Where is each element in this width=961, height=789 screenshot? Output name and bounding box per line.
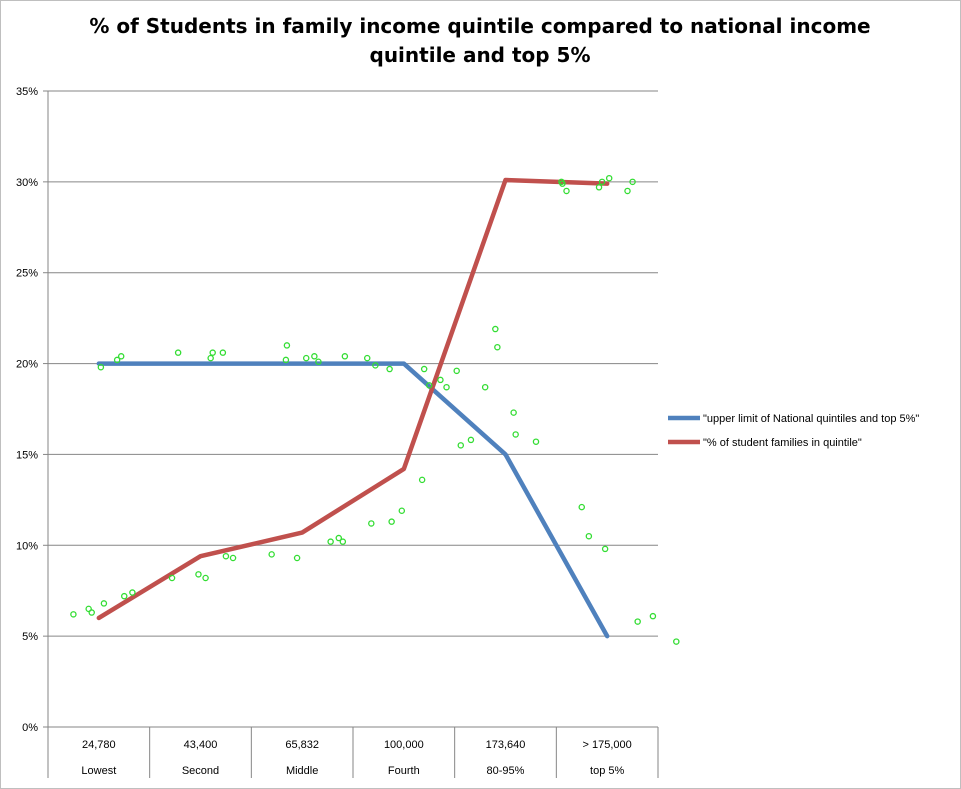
scatter-point: [532, 438, 540, 445]
scatter-point: [363, 354, 371, 362]
y-tick-label: 5%: [22, 631, 38, 643]
legend-label: "% of student families in quintile": [703, 437, 862, 449]
scatter-point: [202, 574, 209, 582]
x-tick-label-name: Middle: [286, 765, 318, 777]
scatter-point: [388, 518, 395, 525]
scatter-point: [398, 507, 406, 515]
scatter-point: [624, 187, 631, 195]
series-line-student-families: [96, 177, 610, 621]
scatter-point: [70, 611, 77, 618]
y-tick-label: 20%: [16, 359, 38, 371]
x-tick-label-name: Second: [182, 765, 219, 777]
scatter-point: [168, 574, 176, 582]
scatter-point: [113, 356, 121, 364]
scatter-point: [293, 554, 301, 562]
scatter-point: [302, 354, 310, 362]
scatter-point: [601, 545, 609, 553]
x-tick-label-name: 80-95%: [487, 765, 525, 777]
scatter-point: [121, 592, 128, 600]
scatter-point: [425, 382, 433, 389]
scatter-point: [634, 618, 641, 625]
scatter-point: [88, 609, 95, 616]
y-tick-label: 25%: [16, 268, 38, 280]
x-tick-label-value: 43,400: [184, 739, 218, 751]
scatter-point: [585, 532, 593, 540]
scatter-point: [209, 349, 216, 356]
x-tick-label-name: Fourth: [388, 765, 420, 777]
scatter-point: [443, 383, 450, 391]
scatter-point: [207, 354, 214, 362]
y-tick-label: 30%: [16, 177, 38, 189]
scatter-point: [129, 589, 136, 596]
scatter-point: [510, 409, 517, 416]
scatter-point: [268, 551, 275, 558]
scatter-point: [339, 538, 347, 545]
scatter-point: [219, 349, 227, 356]
scatter-point: [598, 178, 606, 186]
series-lines: [96, 177, 610, 639]
scatter-point: [282, 356, 290, 364]
scatter-point: [437, 376, 444, 384]
chart-title: % of Students in family income quintile …: [60, 12, 900, 70]
scatter-point: [368, 520, 375, 527]
scatter-point: [563, 187, 570, 195]
x-tick-label-name: Lowest: [81, 765, 116, 777]
scatter-point: [97, 363, 105, 371]
x-tick-label-value: 24,780: [82, 739, 116, 751]
scatter-point: [481, 383, 489, 391]
x-axis: 24,780 Lowest 43,400 Second 65,832 Middle 100,…: [47, 91, 659, 778]
scatter-point: [512, 431, 519, 438]
scatter-point: [629, 178, 636, 186]
grid-lines: [43, 90, 658, 728]
y-tick-label: 35%: [16, 86, 38, 98]
chart-title-line-2: quintile and top 5%: [369, 43, 591, 67]
scatter-point: [492, 325, 499, 333]
scatter-point: [315, 358, 322, 366]
x-tick-label-value: 173,640: [486, 739, 526, 751]
chart-title-line-1: % of Students in family income quintile …: [89, 14, 871, 38]
y-tick-label: 15%: [16, 449, 38, 461]
scatter-point: [222, 552, 230, 560]
scatter-point: [453, 367, 460, 375]
scatter-point: [605, 174, 613, 182]
x-tick-label-value: 100,000: [384, 739, 424, 751]
scatter-point: [341, 353, 349, 360]
scatter-point: [283, 342, 291, 349]
x-tick-label-value: > 175,000: [583, 739, 632, 751]
scatter-point: [420, 365, 428, 373]
legend-label: "upper limit of National quintiles and t…: [703, 413, 919, 425]
scatter-point: [372, 362, 379, 369]
scatter-point: [649, 612, 657, 620]
y-tick-label: 0%: [22, 722, 38, 734]
scatter-point: [457, 442, 465, 449]
legend: "upper limit of National quintiles and t…: [668, 413, 919, 449]
scatter-point: [100, 600, 108, 607]
scatter-point: [311, 353, 318, 360]
scatter-point: [467, 436, 475, 444]
y-axis-tick-labels: 0% 5% 10% 15% 20% 25% 30% 35%: [16, 86, 38, 734]
scatter-point: [117, 353, 125, 360]
series-line-national-quintiles: [96, 361, 610, 639]
scatter-point: [494, 343, 501, 351]
scatter-point: [327, 538, 334, 545]
scatter-points: [70, 174, 680, 645]
scatter-point: [174, 349, 182, 356]
x-tick-label-value: 65,832: [285, 739, 319, 751]
scatter-point: [386, 365, 393, 373]
scatter-point: [578, 503, 586, 511]
scatter-point: [673, 638, 680, 645]
scatter-point: [418, 476, 426, 484]
scatter-point: [595, 184, 603, 191]
scatter-point: [559, 180, 566, 187]
x-tick-label-name: top 5%: [590, 765, 624, 777]
y-tick-label: 10%: [16, 540, 38, 552]
scatter-point: [195, 571, 202, 578]
scatter-point: [335, 534, 343, 542]
scatter-point: [229, 554, 237, 562]
